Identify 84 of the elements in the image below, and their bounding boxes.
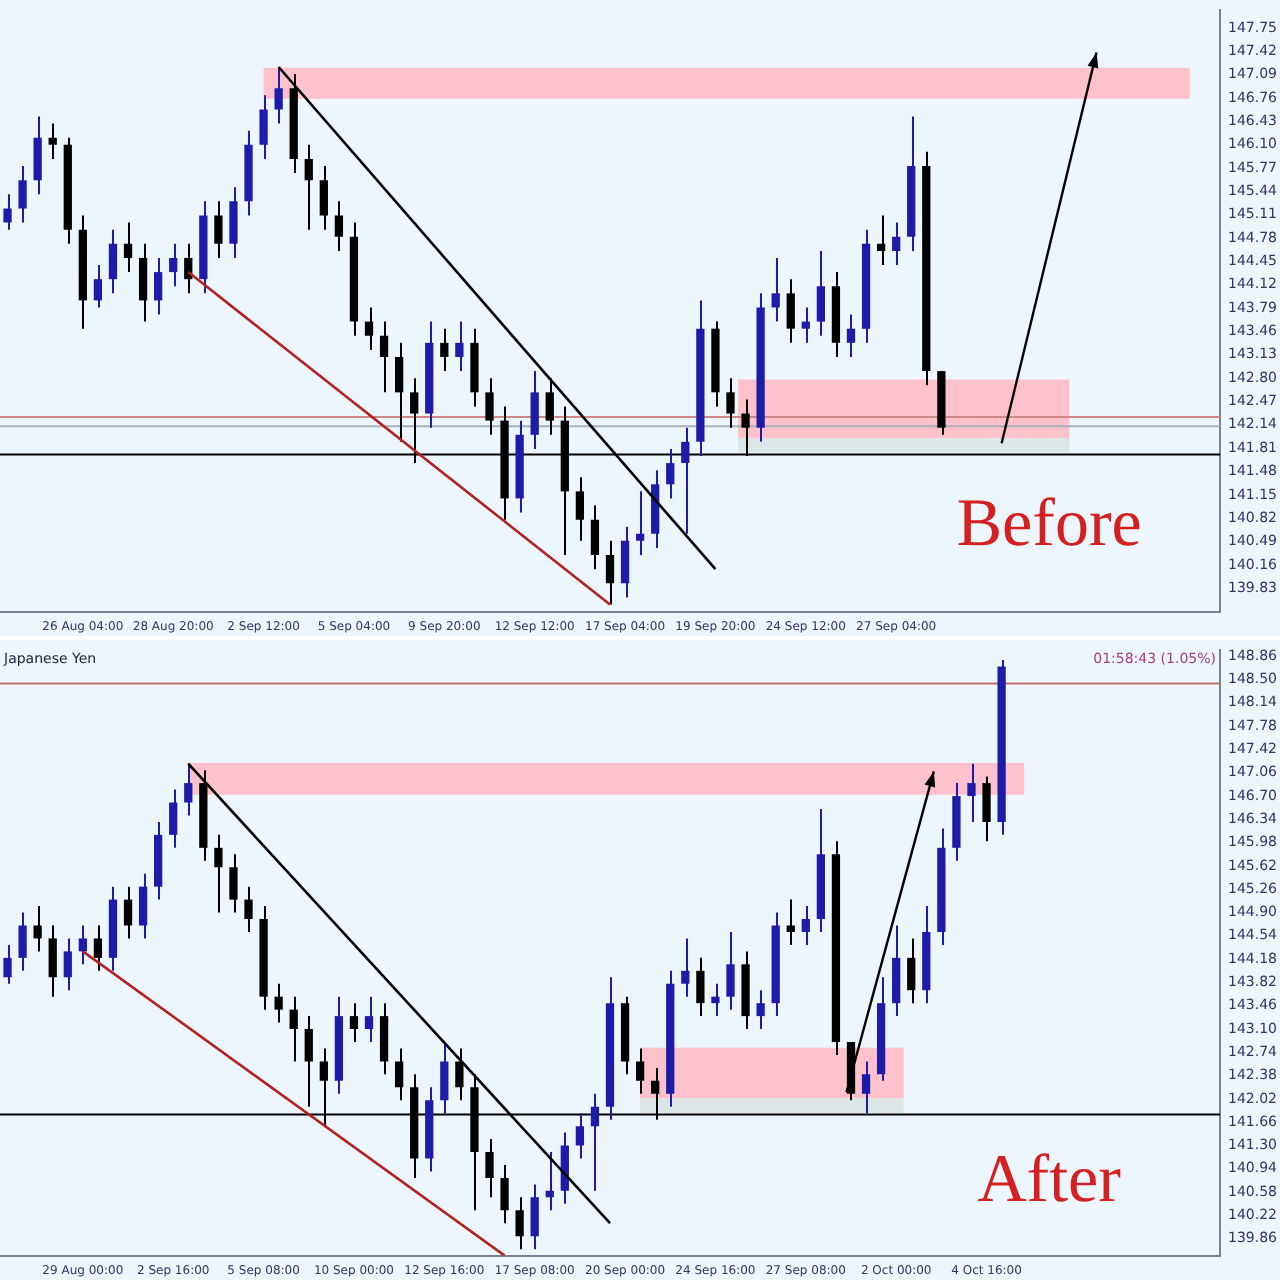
candlestick — [334, 200, 344, 252]
candlestick — [681, 426, 690, 535]
candlestick — [184, 762, 193, 817]
candlestick — [304, 143, 313, 231]
candlestick — [48, 924, 57, 998]
candlestick — [304, 1015, 313, 1108]
candlestick — [289, 995, 298, 1063]
candlestick — [575, 476, 585, 542]
candlestick — [485, 1138, 494, 1199]
candlestick — [786, 898, 795, 946]
candlestick — [18, 911, 27, 972]
candlestick — [681, 937, 690, 998]
candlestick — [349, 1002, 359, 1043]
candlestick — [696, 956, 705, 1018]
candlestick — [274, 65, 283, 125]
candlestick — [726, 930, 735, 1011]
candlestick — [982, 775, 991, 843]
candlestick — [726, 377, 735, 429]
candlestick — [138, 242, 148, 323]
candlestick — [33, 115, 42, 196]
candlestick — [364, 995, 374, 1043]
candlestick — [93, 924, 103, 972]
candlestick — [214, 833, 223, 914]
candlestick — [138, 872, 148, 940]
candlestick — [786, 278, 795, 344]
candlestick — [575, 1112, 585, 1160]
candlestick — [259, 94, 268, 160]
candlestick — [48, 122, 57, 160]
candlestick — [666, 447, 675, 500]
annotation: After — [977, 1142, 1123, 1217]
candlestick — [590, 1092, 600, 1192]
candlestick — [123, 221, 133, 274]
candlestick — [33, 905, 42, 953]
candlestick — [967, 762, 976, 823]
candlestick — [590, 504, 600, 571]
candlestick — [485, 377, 494, 436]
candlestick — [379, 320, 389, 394]
candlestick — [3, 193, 12, 231]
candlestick — [214, 200, 223, 259]
candlestick — [635, 490, 645, 557]
candlestick — [530, 370, 539, 450]
candlestick — [78, 924, 87, 966]
candlestick — [500, 1163, 509, 1225]
candlestick — [319, 165, 328, 231]
candlestick — [756, 989, 765, 1031]
candlestick — [846, 313, 856, 358]
candlestick — [440, 327, 449, 373]
candlestick — [635, 1047, 645, 1095]
candlestick — [892, 924, 901, 1018]
candlestick — [63, 937, 72, 992]
candlestick — [364, 306, 374, 351]
candlestick — [229, 186, 238, 259]
candlestick — [244, 885, 253, 933]
candlestick — [274, 982, 283, 1024]
candlestick — [379, 1002, 389, 1076]
candlestick — [18, 165, 27, 224]
candlestick — [394, 341, 404, 443]
candlestick — [801, 306, 810, 344]
candlestick — [605, 539, 615, 606]
candlestick — [515, 1196, 524, 1251]
annotation: Before — [956, 487, 1142, 562]
candlestick — [907, 937, 916, 1005]
candlestick — [455, 1047, 464, 1102]
candlestick — [861, 1060, 871, 1115]
candlestick — [771, 256, 780, 323]
candlestick — [154, 256, 163, 316]
candlestick — [169, 788, 178, 849]
candlestick — [93, 264, 103, 309]
candlestick — [801, 905, 810, 946]
candlestick — [440, 1041, 449, 1115]
candlestick — [816, 249, 826, 337]
candlestick — [892, 221, 901, 267]
candlestick — [545, 377, 554, 436]
candlestick — [711, 982, 720, 1018]
candlestick — [229, 853, 238, 914]
candlestick — [455, 320, 464, 373]
candlestick — [530, 1183, 539, 1251]
candlestick — [876, 214, 886, 267]
candlestick — [169, 242, 178, 288]
candlestick — [620, 525, 630, 599]
candlestick — [108, 228, 118, 295]
candlestick — [394, 1047, 404, 1102]
candlestick — [123, 885, 133, 940]
candlestick — [3, 943, 12, 985]
